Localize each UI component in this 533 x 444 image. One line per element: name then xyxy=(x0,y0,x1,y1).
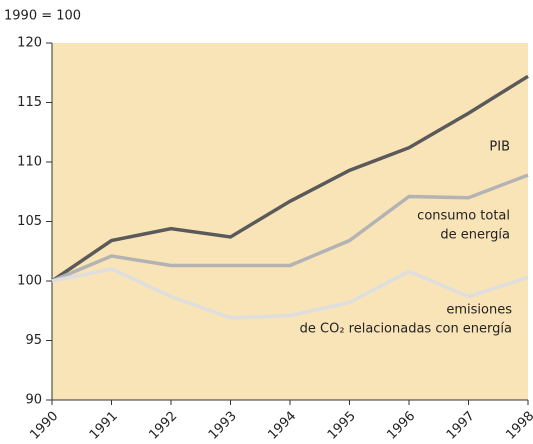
x-tick-label: 1991 xyxy=(87,409,121,440)
y-tick-label: 90 xyxy=(25,393,42,408)
x-tick-label: 1990 xyxy=(27,409,61,440)
series-label: emisiones xyxy=(446,303,512,318)
series-line xyxy=(51,173,529,283)
x-tick-label: 1994 xyxy=(265,409,299,440)
y-tick-label: 110 xyxy=(17,155,42,170)
x-tick-label: 1993 xyxy=(206,409,240,440)
series-label: de CO₂ relacionadas con energía xyxy=(300,322,512,337)
series-line xyxy=(51,74,529,283)
plot-background xyxy=(52,43,528,400)
y-tick-label: 95 xyxy=(25,333,42,348)
y-tick-label: 100 xyxy=(17,274,42,289)
series-label: PIB xyxy=(489,140,510,155)
x-tick-label: 1992 xyxy=(146,409,180,440)
chart-subtitle: 1990 = 100 xyxy=(4,9,81,24)
x-tick-label: 1998 xyxy=(503,409,533,440)
y-tick-label: 115 xyxy=(17,95,42,110)
y-tick-label: 105 xyxy=(17,214,42,229)
x-tick-label: 1995 xyxy=(325,409,359,440)
x-tick-label: 1997 xyxy=(444,409,478,440)
x-tick-label: 1996 xyxy=(384,409,418,440)
series-line xyxy=(51,267,529,320)
series-label: de energía xyxy=(440,228,510,243)
y-tick-label: 120 xyxy=(17,36,42,51)
series-label: consumo total xyxy=(417,209,510,224)
